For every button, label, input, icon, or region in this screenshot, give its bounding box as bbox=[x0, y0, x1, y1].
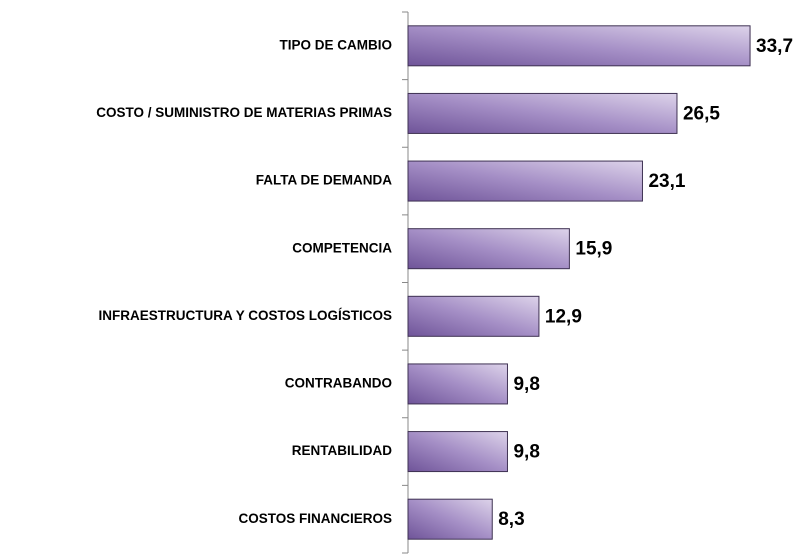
bar bbox=[407, 92, 678, 134]
bar bbox=[407, 295, 540, 337]
bar bbox=[407, 498, 493, 540]
value-label: 8,3 bbox=[498, 509, 524, 530]
category-label: INFRAESTRUCTURA Y COSTOS LOGÍSTICOS bbox=[98, 308, 392, 323]
category-label: RENTABILIDAD bbox=[292, 443, 392, 458]
value-label: 9,8 bbox=[513, 374, 539, 395]
value-label: 9,8 bbox=[513, 442, 539, 463]
category-label: FALTA DE DEMANDA bbox=[256, 173, 392, 188]
bar bbox=[407, 25, 751, 67]
category-label: CONTRABANDO bbox=[285, 376, 392, 391]
value-label: 33,7 bbox=[756, 36, 793, 57]
bar bbox=[407, 228, 570, 270]
category-label: TIPO DE CAMBIO bbox=[279, 37, 392, 52]
category-label: COMPETENCIA bbox=[292, 240, 392, 255]
bar bbox=[407, 363, 508, 405]
value-label: 15,9 bbox=[575, 239, 612, 260]
value-label: 12,9 bbox=[545, 306, 582, 327]
value-label: 23,1 bbox=[648, 171, 685, 192]
bar bbox=[407, 160, 643, 202]
bar bbox=[407, 431, 508, 473]
category-label: COSTOS FINANCIEROS bbox=[238, 511, 392, 526]
value-label: 26,5 bbox=[683, 103, 720, 124]
category-label: COSTO / SUMINISTRO DE MATERIAS PRIMAS bbox=[96, 105, 392, 120]
